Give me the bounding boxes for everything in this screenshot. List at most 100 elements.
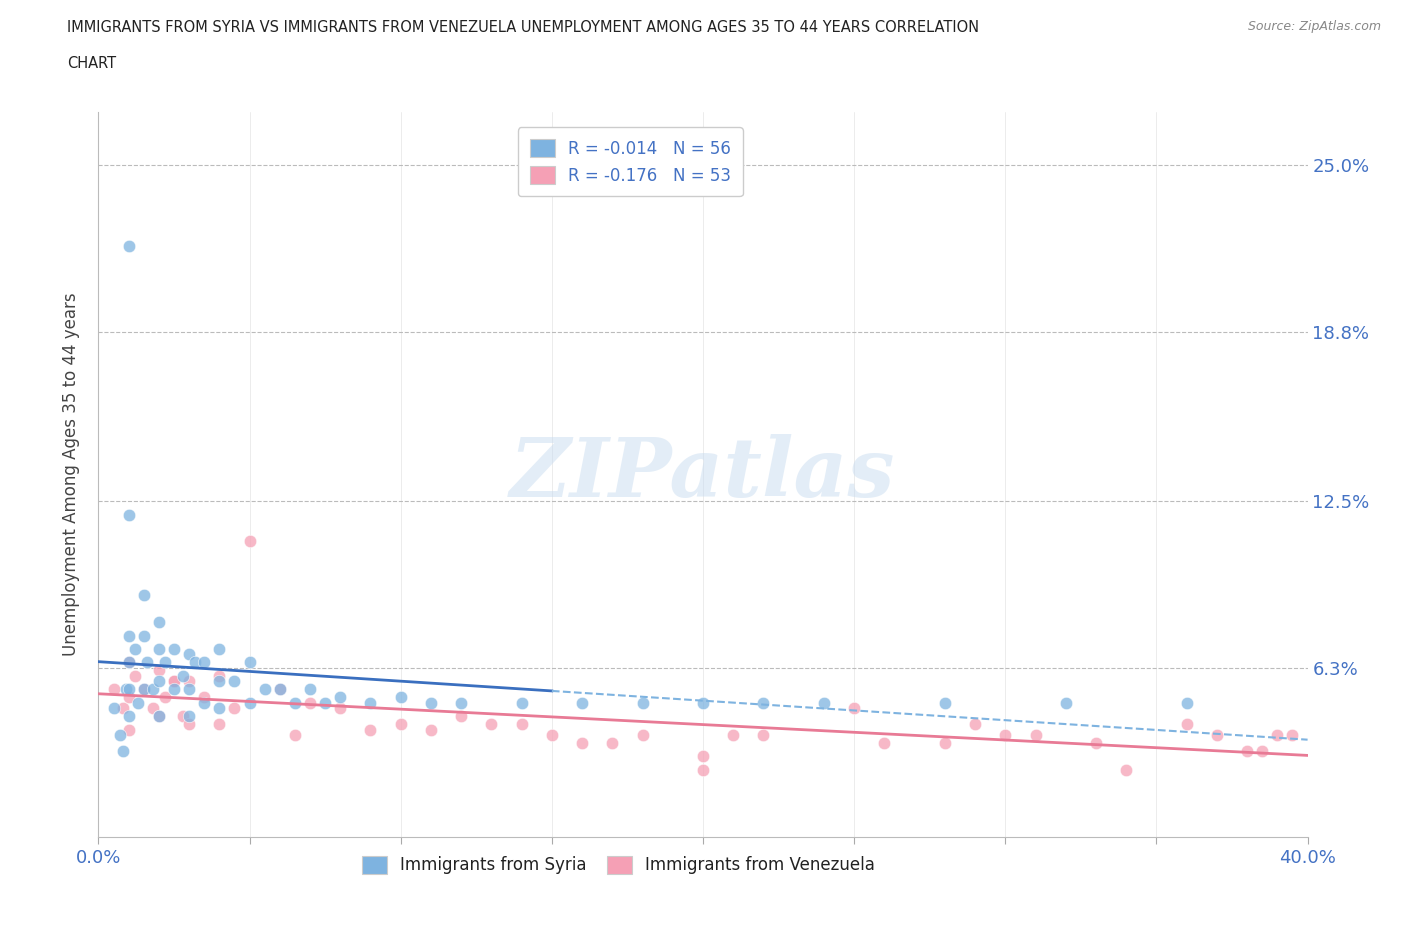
- Point: [127, 696, 149, 711]
- Point: [269, 682, 291, 697]
- Point: [994, 727, 1017, 742]
- Point: [389, 717, 412, 732]
- Point: [965, 717, 987, 732]
- Point: [723, 727, 745, 742]
- Point: [142, 700, 165, 715]
- Point: [118, 655, 141, 670]
- Point: [132, 682, 155, 697]
- Point: [253, 682, 276, 697]
- Point: [124, 669, 146, 684]
- Point: [299, 696, 322, 711]
- Point: [193, 655, 215, 670]
- Point: [118, 655, 141, 670]
- Point: [132, 628, 155, 643]
- Point: [148, 673, 170, 688]
- Point: [299, 682, 322, 697]
- Point: [118, 722, 141, 737]
- Point: [118, 709, 141, 724]
- Point: [172, 709, 194, 724]
- Point: [692, 749, 714, 764]
- Point: [103, 682, 125, 697]
- Point: [153, 690, 176, 705]
- Point: [118, 682, 141, 697]
- Point: [124, 642, 146, 657]
- Point: [179, 673, 201, 688]
- Point: [208, 642, 231, 657]
- Point: [1115, 763, 1137, 777]
- Point: [163, 673, 186, 688]
- Point: [179, 709, 201, 724]
- Point: [132, 588, 155, 603]
- Point: [1251, 744, 1274, 759]
- Point: [571, 736, 593, 751]
- Point: [163, 682, 186, 697]
- Point: [631, 727, 654, 742]
- Point: [692, 763, 714, 777]
- Point: [1175, 696, 1198, 711]
- Point: [389, 690, 412, 705]
- Point: [844, 700, 866, 715]
- Point: [208, 700, 231, 715]
- Point: [934, 736, 956, 751]
- Point: [450, 696, 472, 711]
- Point: [239, 534, 262, 549]
- Point: [329, 690, 352, 705]
- Point: [148, 642, 170, 657]
- Point: [179, 682, 201, 697]
- Point: [118, 628, 141, 643]
- Point: [1236, 744, 1258, 759]
- Point: [239, 655, 262, 670]
- Point: [360, 696, 382, 711]
- Text: CHART: CHART: [67, 56, 117, 71]
- Point: [420, 722, 443, 737]
- Point: [208, 669, 231, 684]
- Point: [153, 655, 176, 670]
- Point: [179, 717, 201, 732]
- Point: [571, 696, 593, 711]
- Point: [813, 696, 835, 711]
- Point: [184, 655, 207, 670]
- Text: ZIPatlas: ZIPatlas: [510, 434, 896, 514]
- Point: [172, 669, 194, 684]
- Point: [148, 709, 170, 724]
- Point: [208, 673, 231, 688]
- Legend: Immigrants from Syria, Immigrants from Venezuela: Immigrants from Syria, Immigrants from V…: [356, 849, 882, 881]
- Point: [239, 696, 262, 711]
- Point: [1024, 727, 1046, 742]
- Point: [148, 709, 170, 724]
- Point: [420, 696, 443, 711]
- Point: [1206, 727, 1229, 742]
- Point: [450, 709, 472, 724]
- Point: [114, 682, 136, 697]
- Point: [118, 507, 141, 522]
- Point: [752, 696, 775, 711]
- Point: [103, 700, 125, 715]
- Point: [481, 717, 503, 732]
- Point: [179, 647, 201, 662]
- Point: [540, 727, 562, 742]
- Point: [1281, 727, 1303, 742]
- Point: [284, 727, 307, 742]
- Point: [1267, 727, 1289, 742]
- Point: [224, 673, 246, 688]
- Point: [108, 727, 131, 742]
- Point: [1054, 696, 1077, 711]
- Point: [692, 696, 714, 711]
- Point: [148, 615, 170, 630]
- Point: [934, 696, 956, 711]
- Point: [510, 717, 533, 732]
- Point: [163, 673, 186, 688]
- Point: [314, 696, 336, 711]
- Point: [1085, 736, 1108, 751]
- Point: [329, 700, 352, 715]
- Point: [752, 727, 775, 742]
- Point: [602, 736, 624, 751]
- Point: [193, 690, 215, 705]
- Point: [111, 700, 134, 715]
- Point: [631, 696, 654, 711]
- Point: [163, 642, 186, 657]
- Point: [118, 238, 141, 253]
- Text: IMMIGRANTS FROM SYRIA VS IMMIGRANTS FROM VENEZUELA UNEMPLOYMENT AMONG AGES 35 TO: IMMIGRANTS FROM SYRIA VS IMMIGRANTS FROM…: [67, 20, 980, 35]
- Point: [135, 655, 157, 670]
- Point: [269, 682, 291, 697]
